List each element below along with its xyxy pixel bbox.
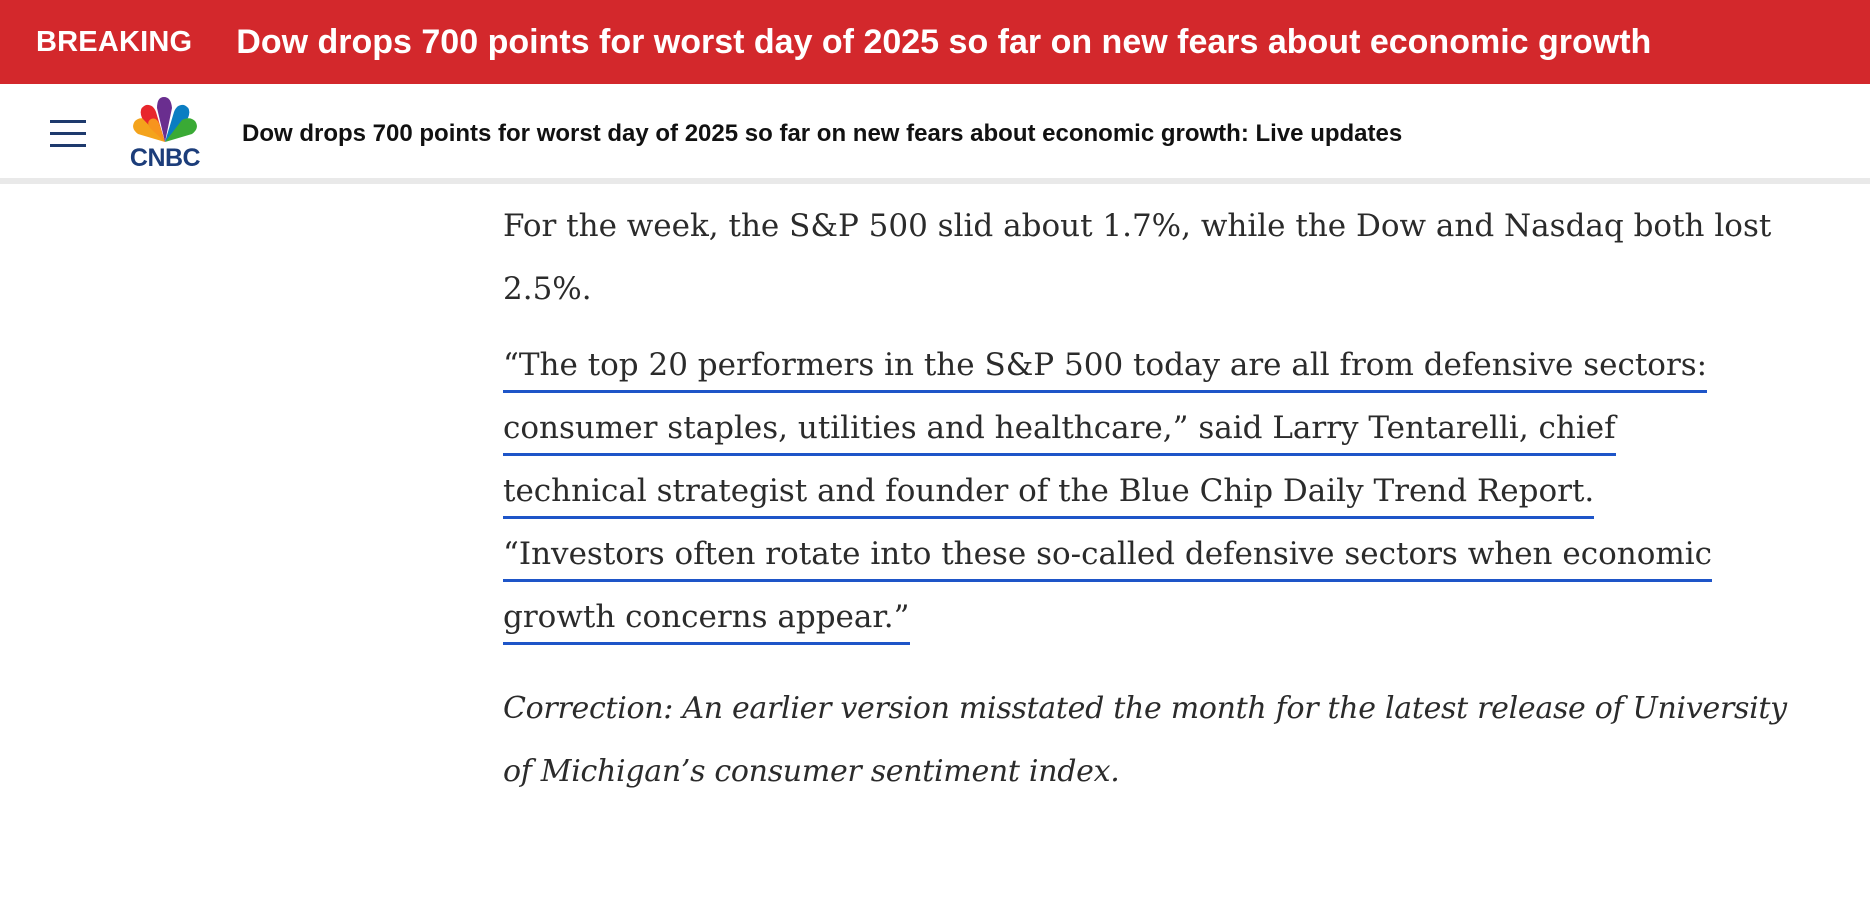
quote-link-line[interactable]: “Investors often rotate into these so-ca… (503, 529, 1713, 582)
article-paragraph: For the week, the S&P 500 slid about 1.7… (503, 208, 1772, 307)
peacock-icon (133, 97, 197, 142)
quote-link-line[interactable]: growth concerns appear.” (503, 592, 910, 645)
breaking-headline-link[interactable]: Dow drops 700 points for worst day of 20… (236, 22, 1652, 61)
hamburger-menu-icon[interactable] (50, 118, 88, 150)
quote-link-line[interactable]: consumer staples, utilities and healthca… (503, 403, 1616, 456)
quote-link-line[interactable]: “The top 20 performers in the S&P 500 to… (503, 340, 1708, 393)
quote-paragraph: “The top 20 performers in the S&P 500 to… (503, 334, 1823, 649)
site-header: CNBC Dow drops 700 points for worst day … (0, 84, 1870, 184)
article-body: For the week, the S&P 500 slid about 1.7… (503, 195, 1823, 803)
breaking-news-banner[interactable]: BREAKING Dow drops 700 points for worst … (0, 0, 1870, 84)
logo-text: CNBC (129, 144, 201, 172)
cnbc-logo[interactable]: CNBC (120, 94, 210, 174)
quote-link-line[interactable]: technical strategist and founder of the … (503, 466, 1595, 519)
correction-note: Correction: An earlier version misstated… (503, 691, 1787, 789)
header-headline: Dow drops 700 points for worst day of 20… (242, 120, 1403, 147)
breaking-label: BREAKING (36, 25, 193, 58)
